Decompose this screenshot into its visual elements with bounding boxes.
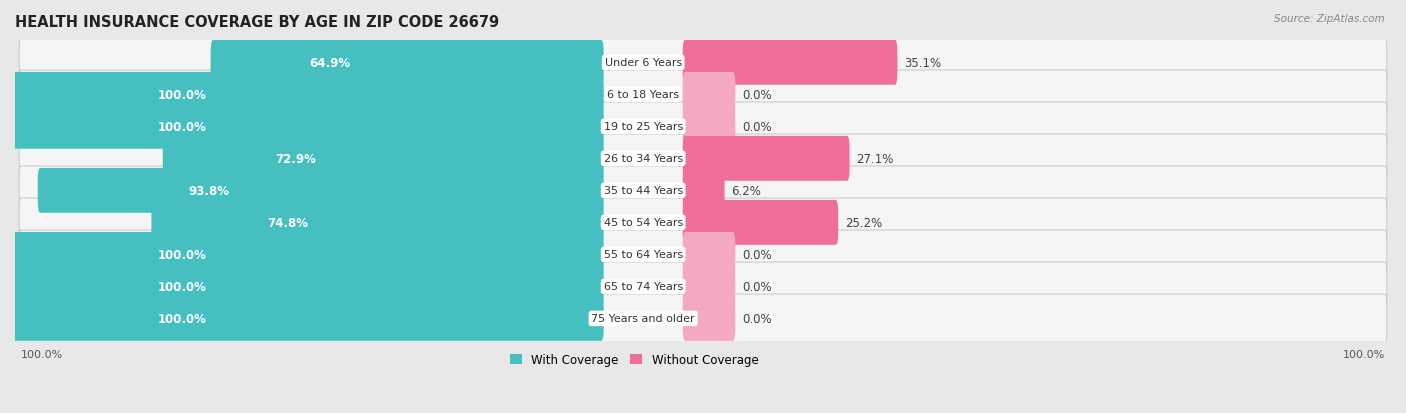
FancyBboxPatch shape (20, 199, 1386, 247)
Text: 35.1%: 35.1% (904, 57, 941, 70)
Text: 26 to 34 Years: 26 to 34 Years (603, 154, 683, 164)
FancyBboxPatch shape (20, 135, 1386, 183)
Text: Under 6 Years: Under 6 Years (605, 58, 682, 68)
Text: 100.0%: 100.0% (1343, 349, 1385, 359)
FancyBboxPatch shape (0, 104, 603, 150)
FancyBboxPatch shape (0, 296, 603, 341)
Text: 100.0%: 100.0% (157, 248, 207, 261)
Text: 0.0%: 0.0% (742, 121, 772, 133)
Text: 27.1%: 27.1% (856, 152, 894, 166)
Text: 6 to 18 Years: 6 to 18 Years (607, 90, 679, 100)
Text: 93.8%: 93.8% (188, 184, 229, 197)
FancyBboxPatch shape (683, 200, 838, 245)
FancyBboxPatch shape (683, 73, 735, 117)
Text: 65 to 74 Years: 65 to 74 Years (603, 282, 683, 292)
FancyBboxPatch shape (0, 264, 603, 309)
Text: 75 Years and older: 75 Years and older (592, 313, 695, 324)
Text: 100.0%: 100.0% (157, 280, 207, 293)
FancyBboxPatch shape (20, 39, 1386, 88)
Text: 64.9%: 64.9% (309, 57, 350, 70)
Text: 0.0%: 0.0% (742, 248, 772, 261)
FancyBboxPatch shape (20, 262, 1386, 311)
FancyBboxPatch shape (163, 137, 603, 181)
FancyBboxPatch shape (152, 200, 603, 245)
Text: 35 to 44 Years: 35 to 44 Years (603, 186, 683, 196)
FancyBboxPatch shape (683, 104, 735, 150)
FancyBboxPatch shape (683, 264, 735, 309)
FancyBboxPatch shape (683, 169, 724, 213)
FancyBboxPatch shape (20, 166, 1386, 215)
FancyBboxPatch shape (683, 233, 735, 277)
Text: 0.0%: 0.0% (742, 312, 772, 325)
Text: 100.0%: 100.0% (157, 89, 207, 102)
Text: 0.0%: 0.0% (742, 89, 772, 102)
FancyBboxPatch shape (0, 73, 603, 117)
FancyBboxPatch shape (20, 294, 1386, 343)
Text: 0.0%: 0.0% (742, 280, 772, 293)
Text: 100.0%: 100.0% (157, 121, 207, 133)
Text: 72.9%: 72.9% (276, 152, 316, 166)
FancyBboxPatch shape (683, 296, 735, 341)
FancyBboxPatch shape (683, 41, 897, 85)
FancyBboxPatch shape (38, 169, 603, 213)
Text: 55 to 64 Years: 55 to 64 Years (603, 250, 683, 260)
Text: 100.0%: 100.0% (157, 312, 207, 325)
FancyBboxPatch shape (0, 233, 603, 277)
FancyBboxPatch shape (211, 41, 603, 85)
Text: 6.2%: 6.2% (731, 184, 761, 197)
Text: 45 to 54 Years: 45 to 54 Years (603, 218, 683, 228)
Legend: With Coverage, Without Coverage: With Coverage, Without Coverage (505, 349, 763, 371)
Text: 100.0%: 100.0% (21, 349, 63, 359)
Text: Source: ZipAtlas.com: Source: ZipAtlas.com (1274, 14, 1385, 24)
Text: HEALTH INSURANCE COVERAGE BY AGE IN ZIP CODE 26679: HEALTH INSURANCE COVERAGE BY AGE IN ZIP … (15, 15, 499, 30)
FancyBboxPatch shape (20, 230, 1386, 279)
Text: 19 to 25 Years: 19 to 25 Years (603, 122, 683, 132)
FancyBboxPatch shape (20, 103, 1386, 151)
FancyBboxPatch shape (683, 137, 849, 181)
Text: 74.8%: 74.8% (267, 216, 308, 229)
Text: 25.2%: 25.2% (845, 216, 882, 229)
FancyBboxPatch shape (20, 71, 1386, 119)
